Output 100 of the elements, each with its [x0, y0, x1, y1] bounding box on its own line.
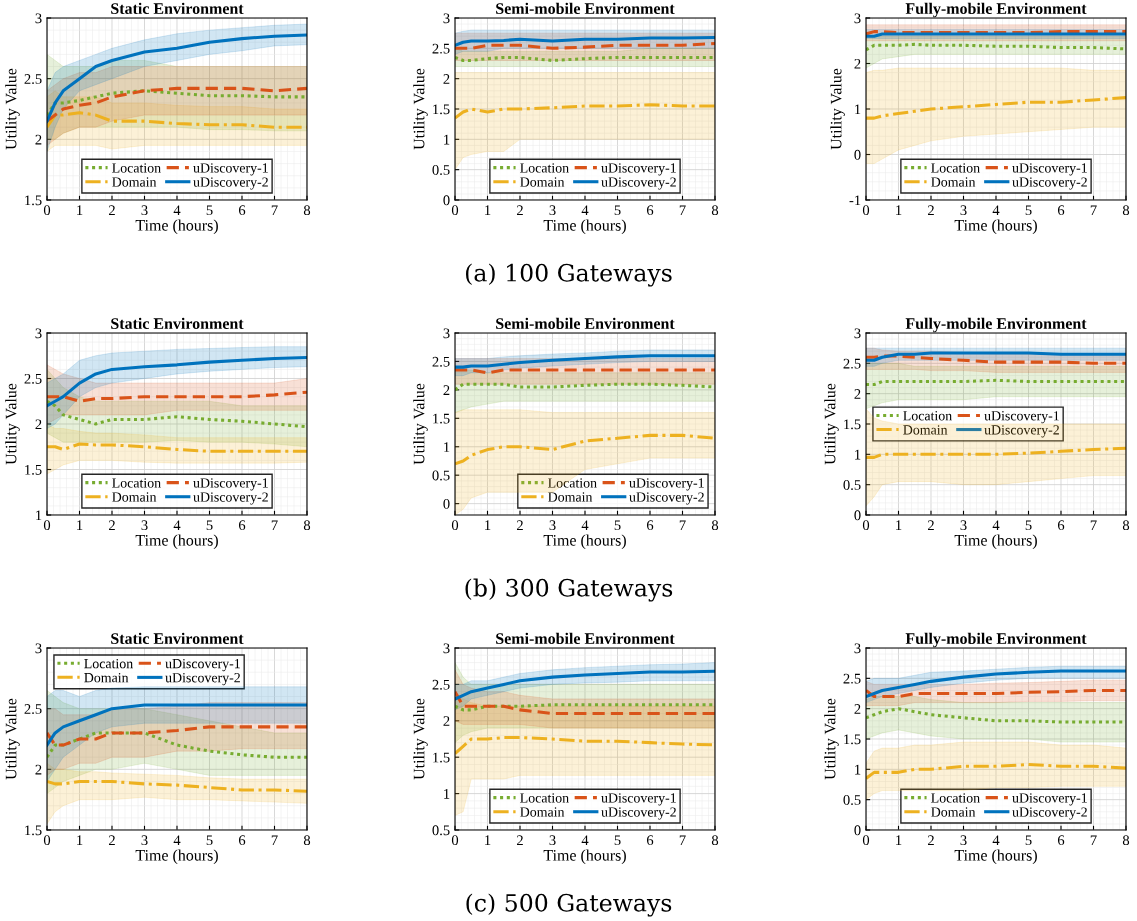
legend-label: uDiscovery-2 [193, 492, 268, 505]
x-tick-label: 4 [581, 835, 589, 845]
legend-label: Domain [112, 177, 157, 187]
legend-label: uDiscovery-2 [1012, 807, 1087, 820]
chart-title: Static Environment [111, 632, 244, 644]
y-tick-label: 2.5 [432, 679, 450, 690]
x-tick-label: 2 [927, 205, 934, 215]
legend-label: uDiscovery-1 [629, 478, 704, 491]
line-series [455, 690, 715, 716]
x-tick-label: 8 [303, 205, 311, 216]
line-series [455, 736, 715, 756]
legend-label: uDiscovery-1 [1012, 793, 1087, 806]
x-tick-label: 7 [1090, 520, 1097, 530]
chart-title: Semi-mobile Environment [496, 2, 675, 14]
x-tick-label: 0 [862, 205, 870, 216]
x-tick-label: 6 [646, 205, 654, 216]
y-tick-label: 3 [35, 328, 42, 339]
legend-label: Domain [84, 673, 129, 683]
y-tick-label: 1 [855, 104, 861, 115]
y-tick-label: -1 [849, 195, 861, 206]
line-series [47, 442, 307, 453]
x-tick-label: 4 [173, 520, 181, 530]
x-tick-label: 5 [206, 520, 213, 531]
x-tick-label: 8 [1122, 835, 1130, 846]
x-tick-label: 7 [1090, 835, 1097, 845]
legend-label: uDiscovery-2 [165, 673, 240, 686]
x-tick-label: 5 [206, 835, 213, 846]
legend-label: uDiscovery-2 [629, 492, 704, 505]
x-tick-label: 3 [960, 205, 967, 216]
y-tick-label: 2 [35, 764, 42, 775]
x-tick-label: 8 [303, 835, 311, 846]
y-tick-label: 1.5 [844, 734, 861, 745]
legend-label: uDiscovery-1 [601, 163, 676, 176]
y-tick-label: 3 [854, 328, 861, 339]
x-tick-label: 5 [206, 205, 213, 216]
y-tick-label: 2.5 [843, 358, 861, 369]
line-series [866, 762, 1126, 780]
x-tick-label: 7 [271, 835, 278, 845]
y-tick-label: 1 [36, 510, 42, 521]
y-tick-label: 1.5 [433, 413, 450, 424]
x-tick-label: 7 [679, 835, 686, 845]
legend-label: uDiscovery-1 [601, 793, 676, 806]
y-tick-label: 3 [35, 643, 42, 654]
line-series [47, 356, 307, 408]
legend-label: uDiscovery-2 [601, 807, 676, 820]
x-tick-label: 8 [303, 520, 311, 531]
x-tick-label: 2 [108, 520, 115, 530]
x-tick-label: 1 [896, 520, 902, 530]
legend-label: Domain [112, 492, 157, 502]
legend-label: Domain [931, 177, 976, 187]
x-tick-label: 0 [451, 520, 459, 531]
x-tick-label: 0 [862, 520, 870, 531]
x-tick-label: 8 [1122, 205, 1130, 216]
x-axis-title: Time (hours) [954, 849, 1037, 864]
legend-label: uDiscovery-2 [1012, 177, 1087, 190]
y-axis-title: Utility Value [824, 698, 839, 780]
legend-label: uDiscovery-2 [193, 177, 268, 190]
x-axis-title: Time (hours) [135, 219, 218, 234]
legend-label: uDiscovery-2 [984, 425, 1059, 438]
y-tick-label: 2 [854, 58, 861, 69]
y-tick-label: 3 [443, 328, 450, 339]
y-axis-title: Utility Value [5, 698, 20, 780]
y-tick-label: 1 [444, 789, 450, 799]
y-axis-title: Utility Value [5, 68, 20, 150]
y-tick-label: 0.5 [843, 480, 861, 490]
x-tick-label: 7 [679, 205, 686, 215]
y-tick-label: 3 [854, 643, 861, 654]
y-tick-label: 1 [444, 134, 450, 145]
x-tick-label: 8 [711, 835, 719, 846]
x-tick-label: 8 [1122, 520, 1130, 531]
line-series [866, 688, 1126, 699]
chart-title: Fully-mobile Environment [905, 317, 1087, 333]
line-series [455, 669, 715, 701]
line-series [866, 446, 1126, 459]
x-tick-label: 1 [485, 205, 491, 215]
y-tick-label: 2.5 [24, 704, 42, 714]
line-series [47, 89, 307, 117]
y-tick-label: 2 [35, 419, 42, 430]
x-tick-label: 6 [238, 205, 246, 216]
chart-title: Static Environment [111, 317, 244, 329]
x-tick-label: 1 [485, 520, 491, 530]
y-tick-label: 3 [443, 643, 450, 654]
y-tick-label: 1.5 [25, 464, 42, 475]
line-series [455, 35, 715, 47]
x-tick-label: 4 [581, 205, 589, 215]
legend-label: Domain [520, 807, 565, 817]
x-tick-label: 7 [679, 520, 686, 530]
x-tick-label: 5 [614, 520, 621, 531]
y-tick-label: 2 [854, 389, 861, 399]
legend-label: uDiscovery-1 [193, 163, 268, 176]
y-tick-label: 1 [855, 764, 861, 775]
chart-title: Semi-mobile Environment [496, 632, 675, 644]
x-tick-label: 4 [992, 520, 1000, 530]
y-tick-label: 1.5 [25, 825, 42, 836]
y-axis-title: Utility Value [830, 68, 845, 150]
x-tick-label: 3 [549, 520, 556, 531]
y-axis-title: Utility Value [413, 68, 428, 150]
y-tick-label: 1 [855, 449, 861, 460]
x-tick-label: 4 [992, 835, 1000, 845]
line-series [455, 433, 715, 466]
